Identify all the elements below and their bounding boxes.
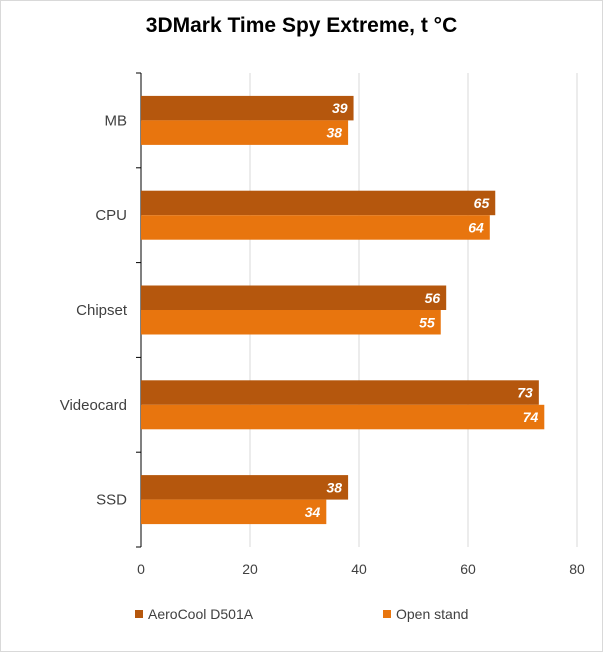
legend-swatch-series-2 bbox=[383, 610, 391, 618]
data-label-mb-series-1: 39 bbox=[332, 100, 348, 116]
data-label-ssd-series-2: 34 bbox=[305, 504, 321, 520]
bar-chart: 39 38 MB 65 64 CPU 56 55 Chipset 73 74 Videocard 38 3… bbox=[60, 72, 585, 577]
legend-item-series-1: AeroCool D501A bbox=[135, 606, 253, 622]
chart-title: 3DMark Time Spy Extreme, t °C bbox=[145, 14, 458, 37]
bar-ssd-series-1 bbox=[141, 475, 349, 500]
category-label-cpu: CPU bbox=[95, 207, 127, 224]
x-tick-label-20: 20 bbox=[242, 561, 258, 577]
bar-cpu-series-2 bbox=[141, 215, 490, 240]
bar-videocard-series-2 bbox=[141, 404, 545, 430]
bar-chipset-series-2 bbox=[141, 310, 441, 335]
data-label-videocard-series-2: 74 bbox=[523, 409, 539, 425]
bar-cpu-series-1 bbox=[141, 190, 496, 216]
data-label-cpu-series-1: 65 bbox=[474, 195, 490, 211]
data-label-chipset-series-1: 56 bbox=[425, 290, 441, 306]
x-tick-label-0: 0 bbox=[137, 561, 145, 577]
bar-mb-series-2 bbox=[141, 120, 349, 145]
legend: AeroCool D501A Open stand bbox=[0, 606, 603, 626]
category-label-mb: MB bbox=[105, 112, 128, 129]
data-label-videocard-series-1: 73 bbox=[517, 385, 533, 401]
category-label-chipset: Chipset bbox=[76, 302, 128, 319]
legend-label-series-2: Open stand bbox=[396, 606, 469, 622]
x-tick-label-80: 80 bbox=[569, 561, 585, 577]
category-label-videocard: Videocard bbox=[60, 397, 127, 414]
legend-label-series-1: AeroCool D501A bbox=[148, 606, 254, 622]
bar-ssd-series-2 bbox=[141, 499, 327, 525]
x-tick-label-40: 40 bbox=[351, 561, 367, 577]
data-label-ssd-series-1: 38 bbox=[327, 479, 343, 495]
bar-videocard-series-1 bbox=[141, 380, 539, 405]
category-label-ssd: SSD bbox=[96, 492, 127, 509]
bar-mb-series-1 bbox=[141, 95, 354, 121]
legend-swatch-series-1 bbox=[135, 610, 143, 618]
data-label-cpu-series-2: 64 bbox=[468, 219, 484, 235]
legend-item-series-2: Open stand bbox=[383, 606, 468, 622]
x-tick-label-60: 60 bbox=[460, 561, 476, 577]
data-label-mb-series-2: 38 bbox=[327, 125, 343, 141]
data-label-chipset-series-2: 55 bbox=[419, 314, 435, 330]
bar-chipset-series-1 bbox=[141, 285, 447, 310]
